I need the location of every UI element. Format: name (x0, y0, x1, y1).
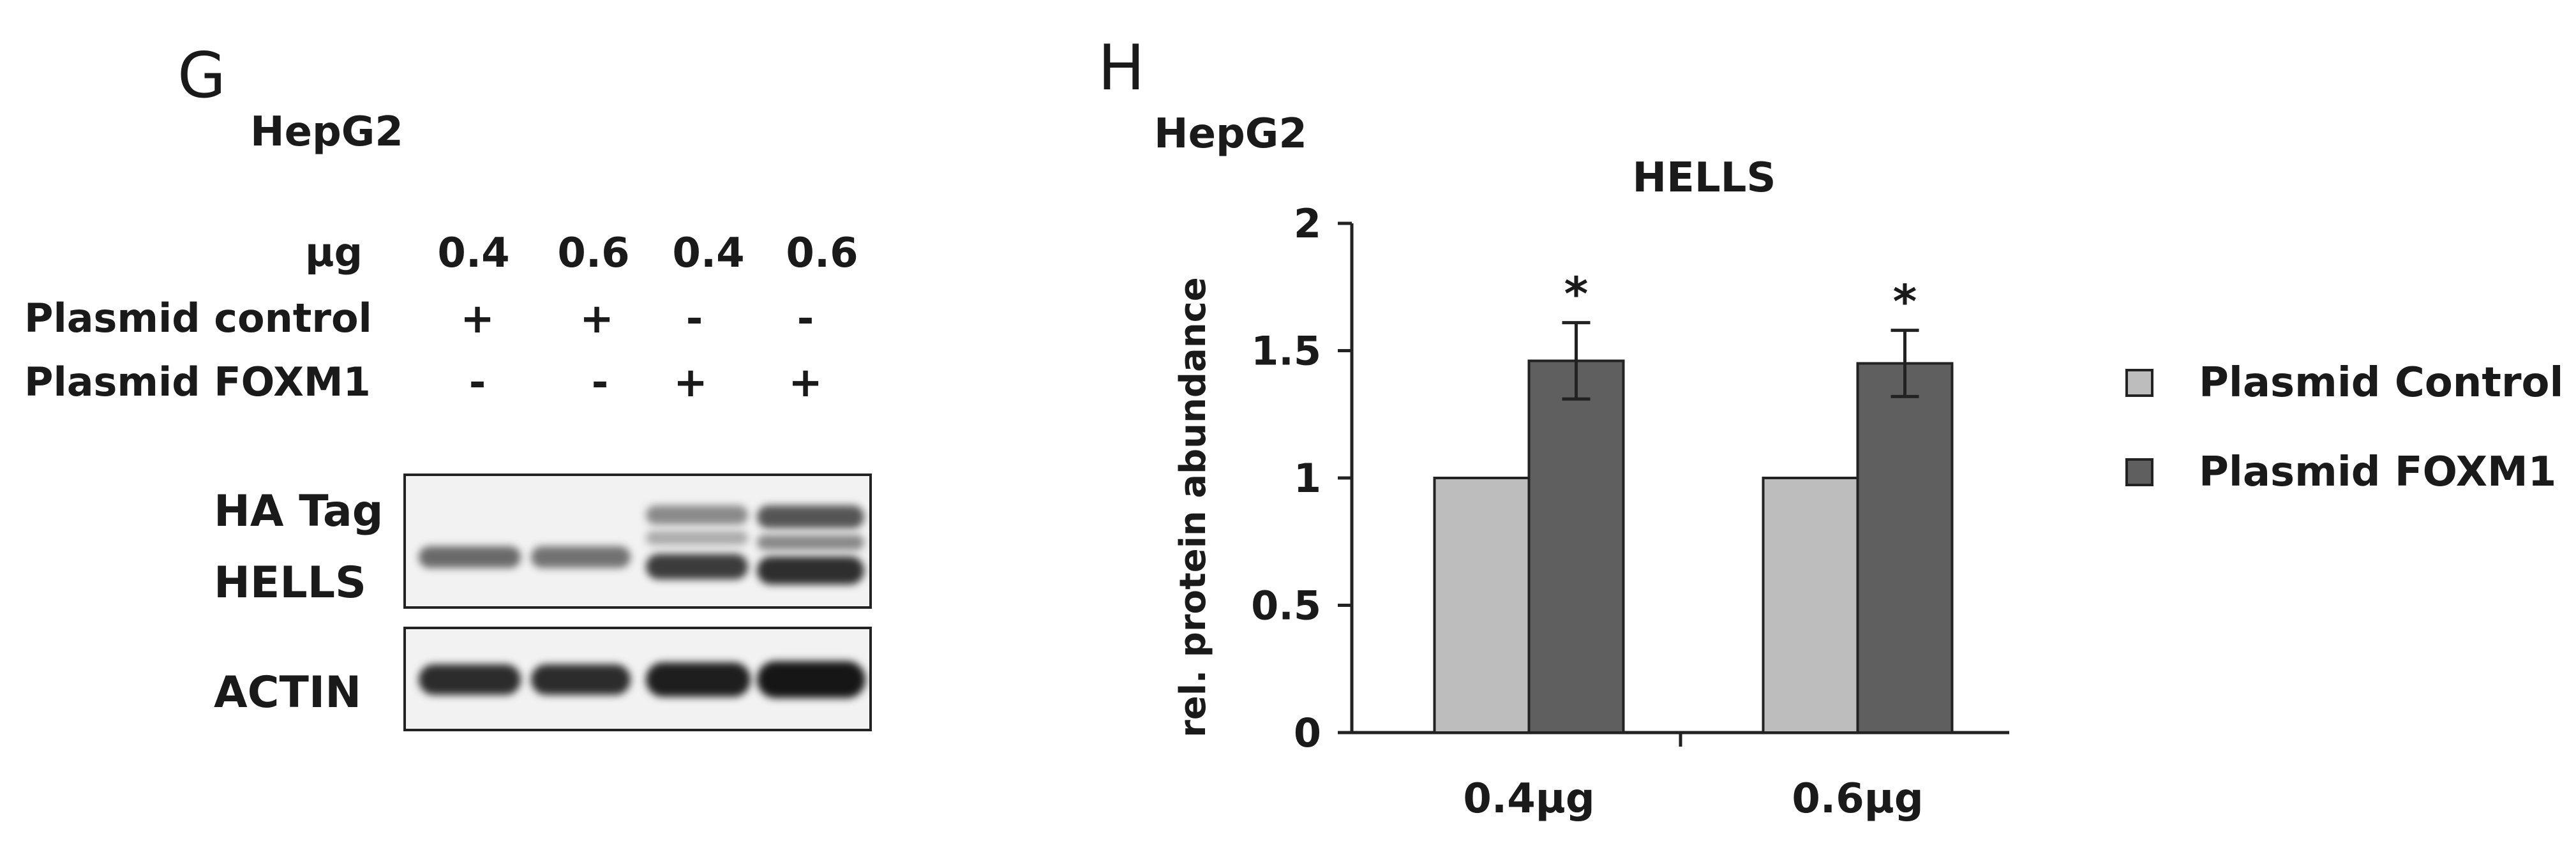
band-ha-lane3-top (646, 505, 748, 525)
significance-asterisk: * (1564, 267, 1589, 321)
chart-title: HELLS (1633, 154, 1776, 202)
y-tick-label: 1 (1294, 455, 1321, 502)
band-hells-lane4 (757, 556, 864, 585)
blot-label-hells: HELLS (214, 558, 366, 608)
panel-h-cell-line: HepG2 (1154, 110, 1307, 158)
x-tick-label: 0.4µg (1463, 775, 1594, 823)
lane-2-foxm1-sign: - (591, 359, 609, 406)
row-label-plasmid-foxm1: Plasmid FOXM1 (24, 359, 371, 405)
x-tick-label: 0.6µg (1792, 775, 1923, 823)
bar-plasmid-foxm1 (1527, 359, 1625, 734)
y-tick-label: 0.5 (1251, 583, 1321, 629)
band-actin-lane3 (646, 662, 751, 697)
band-actin-lane1 (419, 664, 521, 695)
bar-plasmid-foxm1 (1856, 362, 1954, 734)
band-actin-lane2 (531, 664, 631, 695)
y-tick-label: 0 (1294, 710, 1321, 756)
lane-3-amount: 0.4 (672, 230, 745, 277)
bar-plasmid-control (1762, 477, 1859, 734)
blot-ha-hells-image (403, 473, 872, 609)
panel-g-letter: G (177, 40, 226, 112)
band-hells-lane2 (531, 546, 631, 568)
legend-label-plasmid-foxm1: Plasmid FOXM1 (2199, 449, 2557, 496)
band-ha-lane4-mid (757, 535, 864, 550)
panel-h-letter: H (1098, 32, 1145, 105)
lane-4-amount: 0.6 (786, 230, 858, 277)
legend-swatch-plasmid-control (2125, 369, 2153, 397)
lane-4-foxm1-sign: + (788, 359, 823, 406)
blot-actin-image (403, 627, 872, 731)
band-ha-lane3-mid (646, 531, 748, 545)
y-tick-label: 2 (1294, 200, 1321, 247)
lane-4-control-sign: - (797, 295, 814, 343)
legend-swatch-plasmid-foxm1 (2125, 458, 2153, 486)
blot-label-actin: ACTIN (214, 667, 362, 718)
significance-asterisk: * (1893, 275, 1917, 329)
y-axis-label: rel. protein abundance (1172, 277, 1214, 738)
band-hells-lane3 (646, 554, 748, 579)
bar-plasmid-control (1433, 477, 1531, 734)
band-hells-lane1 (419, 546, 521, 568)
blot-label-ha-tag: HA Tag (214, 486, 384, 537)
panel-g-cell-line: HepG2 (250, 108, 403, 156)
band-actin-lane4 (757, 661, 865, 698)
lane-1-control-sign: + (460, 295, 495, 343)
lane-1-foxm1-sign: - (468, 359, 486, 406)
band-ha-lane4-top (757, 505, 864, 528)
lane-1-amount: 0.4 (437, 230, 510, 277)
lane-3-control-sign: - (685, 295, 703, 343)
legend-label-plasmid-control: Plasmid Control (2199, 359, 2564, 406)
lane-2-control-sign: + (580, 295, 614, 343)
lane-3-foxm1-sign: + (673, 359, 708, 406)
lane-2-amount: 0.6 (557, 230, 630, 277)
row-label-plasmid-control: Plasmid control (24, 295, 372, 341)
y-tick-label: 1.5 (1251, 328, 1321, 375)
row-label-amount: µg (305, 229, 363, 276)
